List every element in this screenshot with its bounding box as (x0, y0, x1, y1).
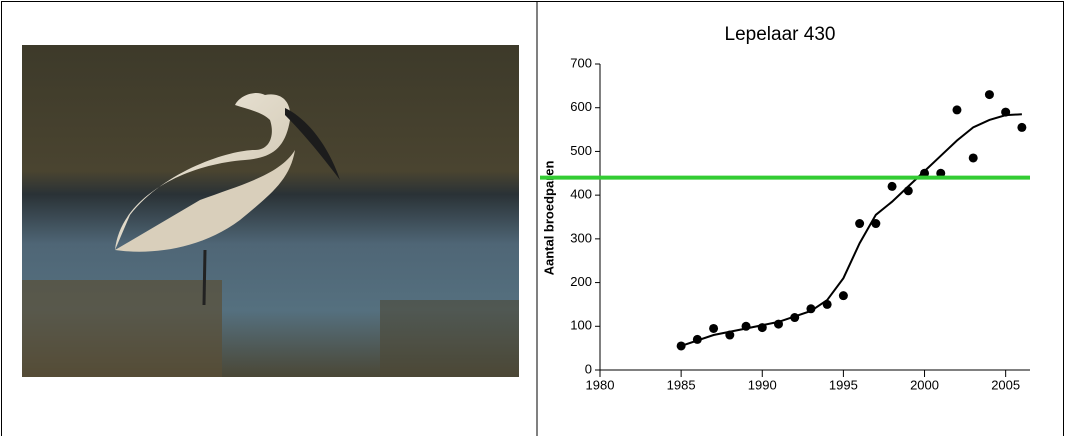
point (741, 321, 751, 331)
point (855, 219, 865, 229)
x-tick-label: 1980 (586, 377, 615, 392)
y-axis-label: Aantal broedparen (541, 161, 556, 276)
y-tick-label: 0 (585, 361, 592, 376)
point (790, 313, 800, 323)
point (1001, 107, 1011, 117)
y-tick-label: 400 (570, 187, 592, 202)
point (806, 304, 816, 314)
chart-title: Lepelaar 430 (725, 24, 836, 45)
y-tick-label: 300 (570, 230, 592, 245)
x-tick-label: 2005 (991, 377, 1020, 392)
point (725, 330, 735, 340)
x-tick-label: 1995 (829, 377, 858, 392)
point (757, 323, 767, 333)
trend-line (680, 113, 1022, 347)
point (1017, 122, 1027, 132)
point (773, 319, 783, 329)
point (984, 90, 994, 100)
x-tick-label: 1990 (748, 377, 777, 392)
point (822, 299, 832, 309)
point (871, 219, 881, 229)
x-tick-label: 1985 (667, 377, 696, 392)
point (887, 181, 897, 191)
point (676, 341, 686, 351)
x-tick-label: 2000 (910, 377, 939, 392)
point (838, 291, 848, 301)
y-tick-label: 600 (570, 99, 592, 114)
point (920, 168, 930, 178)
y-tick-label: 700 (570, 55, 592, 70)
y-tick-label: 500 (570, 143, 592, 158)
point (692, 334, 702, 344)
point (936, 168, 946, 178)
point (968, 153, 978, 163)
y-tick-label: 100 (570, 318, 592, 333)
photo (22, 45, 519, 377)
point (952, 105, 962, 115)
point (903, 186, 913, 196)
y-tick-label: 200 (570, 274, 592, 289)
point (709, 323, 719, 333)
